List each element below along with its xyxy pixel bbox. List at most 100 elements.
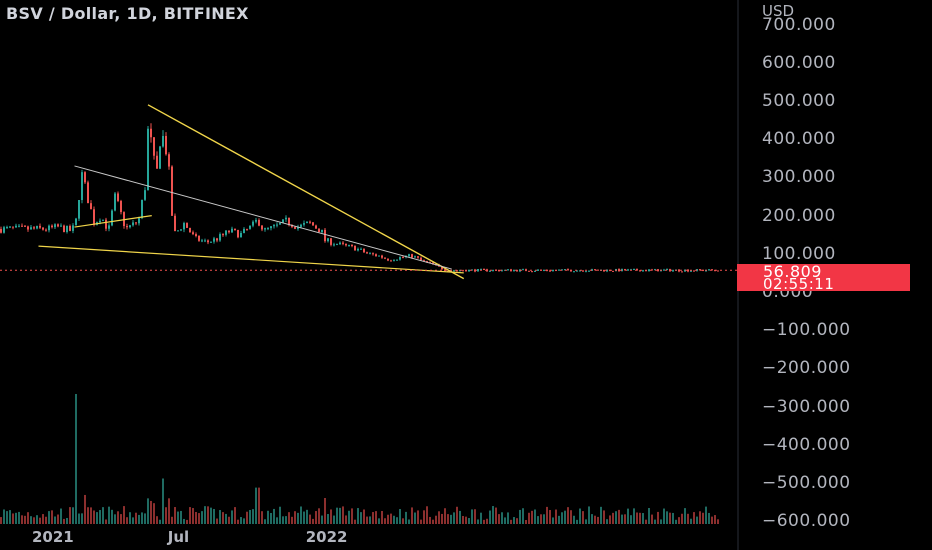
candle-body [177,230,179,232]
volume-bar [180,510,182,524]
candle-body [705,270,707,272]
candle-body [132,222,134,226]
candle-body [399,257,401,260]
price-axis-tick: −300.000 [762,396,851,417]
trendline[interactable] [38,245,464,274]
candle-body [543,270,545,272]
volume-bar [582,511,584,524]
volume-bar [78,513,80,524]
volume-bar [306,509,308,524]
candle-body [588,270,590,272]
volume-bar [624,514,626,524]
volume-bar [543,514,545,524]
volume-bar [378,518,380,524]
candle-body [534,270,536,272]
volume-bar [372,512,374,524]
candle-body [564,269,566,271]
volume-bar [639,512,641,524]
candle-body [480,268,482,270]
volume-bar [210,507,212,524]
candle-body [462,270,464,272]
candle-body [642,270,644,272]
volume-bar [459,510,461,524]
volume-bar [291,516,293,524]
volume-bar [522,508,524,524]
volume-bar [198,513,200,524]
candle-body [60,225,62,227]
candle-body [378,255,380,257]
candle-body [30,227,32,230]
volume-bar [261,511,263,524]
volume-bar [369,516,371,524]
candle-body [711,269,713,271]
candle-body [129,225,131,228]
volume-bar [570,510,572,524]
volume-bar [498,514,500,524]
volume-bar [129,512,131,524]
candle-body [111,210,113,226]
candle-body [237,230,239,238]
volume-bar [216,518,218,524]
candle-body [219,234,221,241]
candle-body [78,199,80,219]
candle-body [192,232,194,235]
volume-bar [633,508,635,524]
volume-bar [42,514,44,524]
volume-bar [390,513,392,524]
last-price-value: 56.809 [763,262,822,281]
candle-body [63,225,65,232]
candle-body [552,270,554,272]
volume-bar [165,507,167,524]
volume-bar [636,512,638,524]
volume-bar [15,512,17,524]
candle-body [468,269,470,272]
volume-bar [588,506,590,524]
volume-bar [141,512,143,524]
volume-bar [66,517,68,524]
volume-bar [558,515,560,524]
volume-bar [621,514,623,524]
volume-bar [453,512,455,524]
candle-body [648,269,650,272]
candle-body [702,269,704,271]
trendline[interactable] [147,104,465,280]
candle-body [603,269,605,272]
volume-bar [162,478,164,524]
volume-bar [174,507,176,524]
candle-body [666,269,668,271]
volume-bar [441,513,443,524]
volume-bar [315,511,317,524]
candle-body [159,146,161,169]
candle-body [618,268,620,272]
trendline[interactable] [74,165,452,270]
candle-body [300,224,302,227]
volume-bar [552,517,554,524]
volume-bar [513,517,515,524]
volume-bar [30,516,32,524]
volume-bar [693,512,695,524]
volume-bar [426,506,428,524]
volume-bar [222,512,224,524]
volume-bar [495,507,497,524]
price-axis-tick: −200.000 [762,358,851,379]
volume-bar [330,509,332,524]
volume-bar [237,519,239,524]
volume-bar [159,519,161,524]
volume-bar [615,511,617,524]
volume-bar [252,509,254,524]
candle-body [681,271,683,273]
candle-body [45,229,47,231]
volume-bar [105,519,107,524]
trendline[interactable] [74,215,152,228]
volume-bar [264,519,266,524]
candle-body [207,240,209,243]
candle-body [243,228,245,233]
candle-body [498,269,500,272]
volume-bar [273,508,275,524]
volume-bar [717,519,719,524]
candle-body [336,244,338,246]
volume-bar [591,514,593,524]
candle-body [66,225,68,232]
volume-bar [336,507,338,524]
